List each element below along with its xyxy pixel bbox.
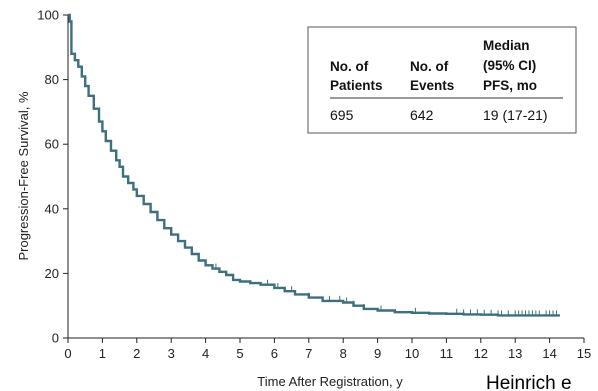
x-tick-label: 11 — [440, 346, 454, 361]
table-header-median-line2: (95% CI) — [483, 58, 536, 73]
x-tick-label: 3 — [168, 346, 175, 361]
x-axis: 0 1 2 3 4 5 6 7 8 9 10 11 12 13 14 15 — [64, 337, 591, 361]
x-tick-label: 9 — [374, 346, 381, 361]
y-tick-label: 0 — [52, 331, 59, 346]
survival-curve — [68, 13, 560, 317]
y-axis: 0 20 40 60 80 100 — [37, 8, 69, 346]
x-tick-label: 15 — [577, 346, 591, 361]
summary-table: No. of Patients No. of Events Median (95… — [307, 26, 577, 134]
x-tick-label: 8 — [340, 346, 347, 361]
x-tick-label: 5 — [236, 346, 243, 361]
table-header-events-line2: Events — [410, 78, 454, 93]
table-cell-events: 642 — [410, 107, 434, 123]
y-axis-title: Progression-Free Survival, % — [16, 91, 31, 260]
y-tick-label: 80 — [45, 72, 59, 87]
table-header-median-line3: PFS, mo — [483, 78, 537, 93]
y-tick-label: 40 — [45, 201, 59, 216]
y-tick-label: 100 — [37, 8, 59, 23]
table-cell-patients: 695 — [330, 107, 354, 123]
y-tick-label: 60 — [45, 137, 59, 152]
x-tick-label: 2 — [133, 346, 140, 361]
x-tick-label: 13 — [508, 346, 522, 361]
censor-marks — [170, 229, 557, 317]
x-tick-label: 7 — [305, 346, 312, 361]
x-tick-label: 4 — [202, 346, 209, 361]
table-header-events-line1: No. of — [410, 59, 449, 74]
table-cell-median: 19 (17-21) — [483, 107, 548, 123]
x-tick-label: 6 — [271, 346, 278, 361]
x-tick-label: 14 — [542, 346, 556, 361]
table-header-median-line1: Median — [483, 38, 530, 53]
x-tick-label: 1 — [99, 346, 106, 361]
summary-table-border — [307, 26, 577, 134]
series-layer — [68, 13, 560, 317]
caption-text: Heinrich e — [486, 373, 572, 391]
x-tick-label: 10 — [405, 346, 419, 361]
x-tick-label: 12 — [474, 346, 488, 361]
table-header-patients-line2: Patients — [330, 78, 383, 93]
table-header-patients-line1: No. of — [330, 59, 369, 74]
y-tick-label: 20 — [45, 266, 59, 281]
x-axis-title: Time After Registration, y — [257, 374, 403, 389]
x-tick-label: 0 — [64, 346, 71, 361]
